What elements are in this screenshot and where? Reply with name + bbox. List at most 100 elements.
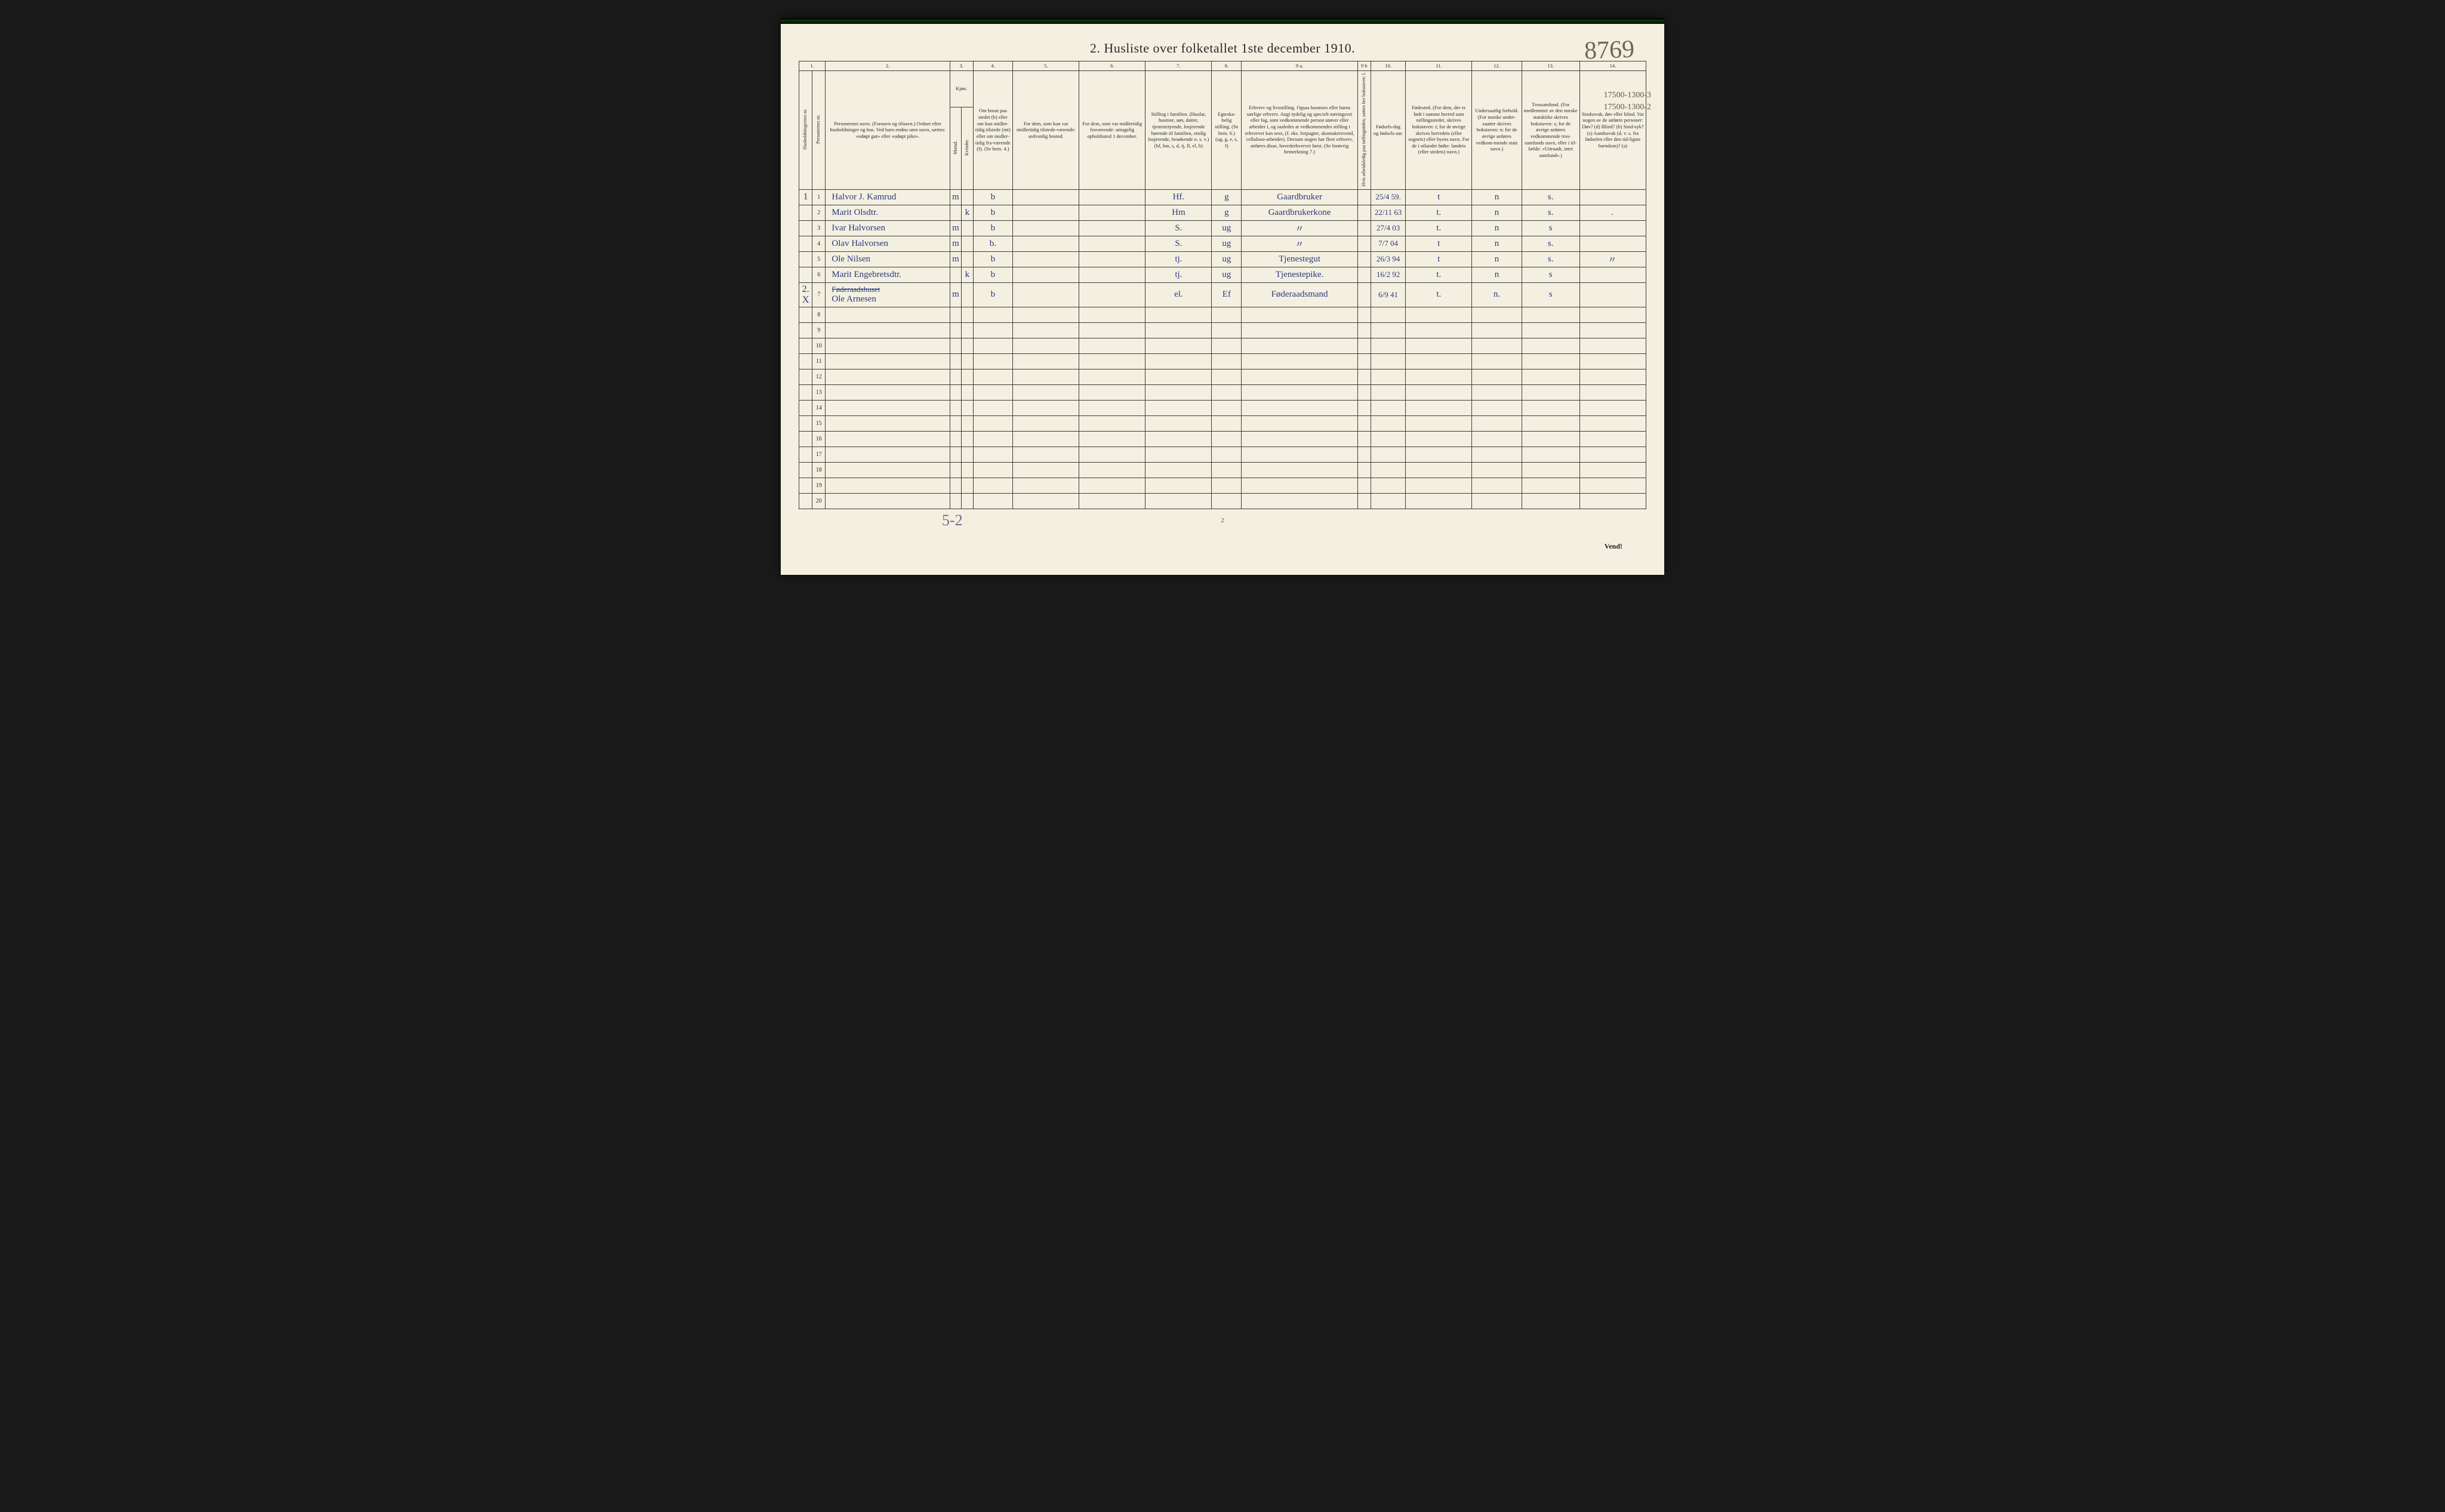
cell-religion: s. (1522, 205, 1579, 220)
cell-c6 (1079, 236, 1145, 251)
handwritten-page-number: 8769 (1584, 35, 1635, 66)
cell (962, 493, 973, 509)
cell (1371, 322, 1405, 338)
cell-family-pos: tj. (1145, 251, 1212, 267)
cell-citizenship: n (1472, 251, 1522, 267)
cell-household (799, 353, 812, 369)
cell-sex-m: m (950, 236, 961, 251)
cell-name: Marit Engebretsdtr. (826, 267, 950, 282)
cell-birthdate: 16/2 92 (1371, 267, 1405, 282)
cell (950, 431, 961, 446)
cell (1371, 338, 1405, 353)
cell (1013, 446, 1079, 462)
cell-c5 (1013, 251, 1079, 267)
cell (962, 353, 973, 369)
cell (1079, 462, 1145, 478)
cell (1212, 307, 1242, 322)
cell (1406, 400, 1472, 415)
cell-birthplace: t. (1406, 220, 1472, 236)
hdr-occupation: Erhverv og livsstilling. Ogsaa husmors e… (1242, 70, 1357, 189)
cell-person-nr: 2 (812, 205, 826, 220)
cell (1212, 462, 1242, 478)
cell (826, 322, 950, 338)
cell (973, 400, 1013, 415)
cell (1357, 384, 1371, 400)
cell-household (799, 431, 812, 446)
cell (1013, 322, 1079, 338)
cell (1522, 415, 1579, 431)
colnum-5: 5. (1013, 61, 1079, 71)
cell-household: 2. X (799, 282, 812, 307)
cell (1522, 384, 1579, 400)
cell (1579, 322, 1646, 338)
cell-person-nr: 10 (812, 338, 826, 353)
cell (826, 493, 950, 509)
cell-residence: b (973, 267, 1013, 282)
table-row-empty: 18 (799, 462, 1646, 478)
cell (1357, 369, 1371, 384)
cell (1579, 462, 1646, 478)
cell (950, 338, 961, 353)
cell-birthdate: 26/3 94 (1371, 251, 1405, 267)
cell-person-nr: 8 (812, 307, 826, 322)
cell (826, 353, 950, 369)
cell (1212, 478, 1242, 493)
table-row-empty: 9 (799, 322, 1646, 338)
cell (1242, 431, 1357, 446)
cell-c5 (1013, 205, 1079, 220)
cell-religion: s (1522, 220, 1579, 236)
cell-sex-m: m (950, 251, 961, 267)
cell-household (799, 462, 812, 478)
census-page: 2. Husliste over folketallet 1ste decemb… (781, 18, 1664, 575)
cell (1079, 415, 1145, 431)
cell (1079, 338, 1145, 353)
cell (1212, 338, 1242, 353)
cell (1079, 493, 1145, 509)
hdr-citizenship: Undersaatlig forhold. (For norske under-… (1472, 70, 1522, 189)
colnum-4: 4. (973, 61, 1013, 71)
cell (1357, 478, 1371, 493)
cell (1371, 462, 1405, 478)
cell (1522, 307, 1579, 322)
cell-household (799, 415, 812, 431)
cell (1472, 307, 1522, 322)
table-row-empty: 16 (799, 431, 1646, 446)
cell (973, 446, 1013, 462)
colnum-7: 7. (1145, 61, 1212, 71)
table-row: 3Ivar HalvorsenmbS.ug〃27/4 03t.ns (799, 220, 1646, 236)
table-body: 11Halvor J. KamrudmbHf.gGaardbruker25/4 … (799, 189, 1646, 509)
cell (1371, 384, 1405, 400)
cell (1522, 446, 1579, 462)
cell-family-pos: tj. (1145, 267, 1212, 282)
cell (1406, 322, 1472, 338)
cell (962, 462, 973, 478)
colnum-10: 10. (1371, 61, 1405, 71)
cell-marital: ug (1212, 236, 1242, 251)
cell (826, 307, 950, 322)
cell (1371, 493, 1405, 509)
table-row-empty: 19 (799, 478, 1646, 493)
cell-person-nr: 5 (812, 251, 826, 267)
cell (973, 415, 1013, 431)
cell-name: Olav Halvorsen (826, 236, 950, 251)
cell (1371, 307, 1405, 322)
cell-person-nr: 12 (812, 369, 826, 384)
cell (1145, 462, 1212, 478)
cell (1357, 415, 1371, 431)
cell-household (799, 338, 812, 353)
cell (1406, 462, 1472, 478)
cell-occupation: Føderaadsmand (1242, 282, 1357, 307)
table-row: 11Halvor J. KamrudmbHf.gGaardbruker25/4 … (799, 189, 1646, 205)
cell-birthplace: t. (1406, 282, 1472, 307)
cell (1079, 446, 1145, 462)
cell (1406, 415, 1472, 431)
cell (1406, 307, 1472, 322)
cell-citizenship: n (1472, 205, 1522, 220)
colnum-3: 3. (950, 61, 973, 71)
cell (1522, 462, 1579, 478)
cell (1013, 338, 1079, 353)
cell-unemployed (1357, 236, 1371, 251)
cell (1145, 400, 1212, 415)
cell (1472, 446, 1522, 462)
cell (1371, 478, 1405, 493)
